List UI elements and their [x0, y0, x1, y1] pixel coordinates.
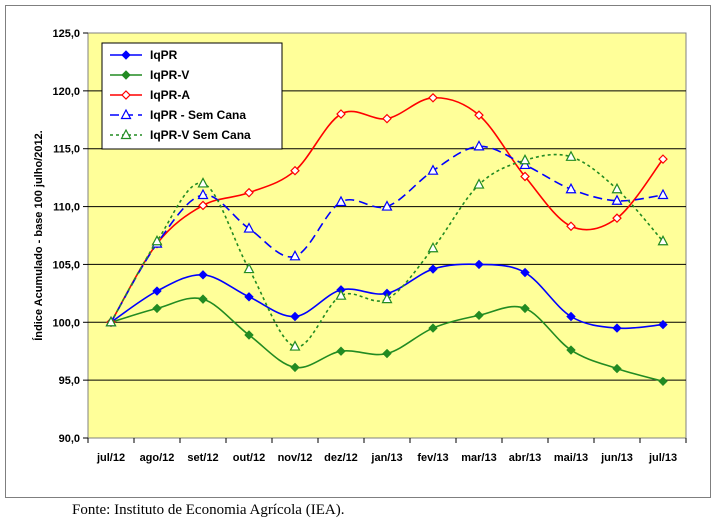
data-point	[428, 323, 438, 333]
legend-marker-shape	[121, 90, 131, 100]
data-point	[566, 345, 576, 355]
data-point	[566, 221, 576, 232]
y-tick-label: 105,0	[52, 259, 80, 271]
data-point	[105, 316, 117, 327]
data-point	[290, 165, 300, 176]
data-point	[290, 311, 300, 322]
data-point	[336, 346, 346, 356]
data-point	[612, 323, 622, 333]
y-tick-label: 90,0	[59, 433, 80, 445]
data-point	[198, 200, 208, 211]
x-tick-label: jul/12	[96, 452, 125, 464]
data-point	[657, 235, 669, 246]
legend-marker	[120, 108, 132, 120]
x-tick-label: ago/12	[140, 452, 175, 464]
x-tick-label: nov/12	[278, 452, 313, 464]
legend-label: IqPR-A	[150, 88, 190, 102]
data-point	[519, 154, 531, 165]
x-tick-label: out/12	[233, 452, 265, 464]
data-point	[290, 362, 300, 373]
x-tick-label: jan/13	[370, 452, 402, 464]
legend-marker-shape	[121, 70, 131, 80]
legend-label: IqPR	[150, 48, 178, 62]
legend-marker	[121, 70, 131, 80]
data-point	[151, 235, 163, 246]
data-point	[658, 319, 668, 330]
data-point	[244, 330, 254, 340]
y-tick-label: 110,0	[53, 202, 80, 214]
legend-marker-shape	[120, 128, 132, 140]
x-tick-label: set/12	[187, 452, 218, 464]
data-point	[244, 292, 254, 302]
series-iqpr-v-sem-cana	[105, 150, 669, 351]
data-point	[289, 340, 301, 351]
data-point	[612, 363, 622, 374]
data-point	[335, 289, 347, 300]
data-point	[198, 294, 208, 304]
data-point	[381, 200, 393, 211]
legend-marker	[121, 90, 131, 100]
data-point	[565, 150, 577, 161]
legend-marker-shape	[121, 50, 131, 60]
legend-label: IqPR-V	[150, 68, 189, 82]
legend	[101, 42, 283, 150]
data-point	[566, 311, 576, 322]
data-point	[381, 292, 393, 304]
data-point	[428, 264, 438, 274]
y-axis-label: Índice Acumulado - base 100 julho/2012.	[32, 130, 45, 341]
data-point	[474, 110, 484, 121]
data-point	[197, 188, 209, 200]
data-point	[473, 178, 485, 189]
y-tick-label: 115,0	[53, 144, 80, 156]
data-point	[152, 286, 162, 296]
data-point	[612, 213, 622, 223]
x-tick-label: fev/13	[417, 452, 448, 464]
data-point	[243, 262, 255, 274]
data-point	[657, 188, 669, 200]
data-point	[427, 241, 439, 253]
legend-label: IqPR - Sem Cana	[150, 108, 246, 122]
data-point	[427, 164, 439, 175]
data-point	[611, 194, 623, 205]
y-tick-label: 95,0	[59, 375, 80, 387]
data-point	[198, 270, 208, 280]
data-point	[152, 303, 162, 314]
x-tick-label: mai/13	[554, 452, 588, 464]
x-tick-label: dez/12	[324, 452, 358, 464]
data-point	[244, 187, 254, 198]
data-point	[428, 92, 438, 103]
data-point	[474, 310, 484, 321]
line-chart: 90,0 95,0 100,0 105,0 110,0 115,0 120,0 125,0 ju…	[32, 28, 687, 464]
x-tick-label: abr/13	[509, 452, 541, 464]
data-point	[335, 195, 347, 207]
data-point	[382, 113, 392, 124]
data-point	[289, 250, 301, 261]
data-point	[520, 267, 530, 278]
data-point	[382, 348, 392, 359]
data-point	[658, 154, 668, 164]
y-tick-label: 125,0	[52, 28, 80, 40]
series-iqpr-a	[106, 92, 668, 328]
y-tick-label: 100,0	[52, 317, 80, 329]
data-point	[336, 109, 346, 119]
source-note: Fonte: Instituto de Economia Agrícola (I…	[72, 502, 345, 518]
data-point	[520, 171, 530, 182]
legend-marker-shape	[120, 108, 132, 120]
data-point	[611, 182, 623, 194]
data-point	[243, 222, 255, 233]
x-tick-label: jul/13	[648, 452, 677, 464]
data-point	[658, 376, 668, 387]
y-tick-label: 120,0	[52, 86, 80, 98]
data-point	[197, 177, 209, 188]
data-point	[565, 182, 577, 194]
x-tick-label: jun/13	[600, 452, 633, 464]
legend-marker	[121, 50, 131, 60]
legend-marker	[120, 128, 132, 140]
data-point	[474, 259, 484, 270]
data-point	[473, 140, 485, 151]
legend-label: IqPR-V Sem Cana	[150, 128, 251, 142]
x-tick-label: mar/13	[461, 452, 496, 464]
data-point	[520, 303, 530, 314]
